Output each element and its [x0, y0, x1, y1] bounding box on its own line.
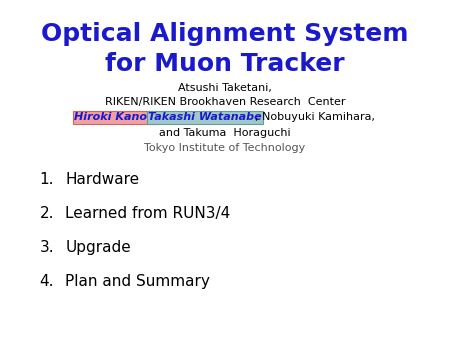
Text: Optical Alignment System: Optical Alignment System — [41, 22, 409, 46]
Text: Plan and Summary: Plan and Summary — [65, 274, 210, 289]
Text: 3.: 3. — [40, 240, 54, 255]
Text: Hardware: Hardware — [65, 172, 140, 187]
Text: RIKEN/RIKEN Brookhaven Research  Center: RIKEN/RIKEN Brookhaven Research Center — [105, 97, 345, 107]
Text: Learned from RUN3/4: Learned from RUN3/4 — [65, 206, 230, 221]
Text: and Takuma  Horaguchi: and Takuma Horaguchi — [159, 128, 291, 138]
Text: Hiroki Kanou: Hiroki Kanou — [74, 112, 155, 122]
Text: Tokyo Institute of Technology: Tokyo Institute of Technology — [144, 143, 306, 153]
Text: 2.: 2. — [40, 206, 54, 221]
Text: for Muon Tracker: for Muon Tracker — [105, 52, 345, 76]
Text: Atsushi Taketani,: Atsushi Taketani, — [178, 83, 272, 93]
Text: Takashi Watanabe: Takashi Watanabe — [148, 112, 261, 122]
Text: , Nobuyuki Kamihara,: , Nobuyuki Kamihara, — [255, 112, 375, 122]
Text: 4.: 4. — [40, 274, 54, 289]
Text: 1.: 1. — [40, 172, 54, 187]
Text: Upgrade: Upgrade — [65, 240, 131, 255]
